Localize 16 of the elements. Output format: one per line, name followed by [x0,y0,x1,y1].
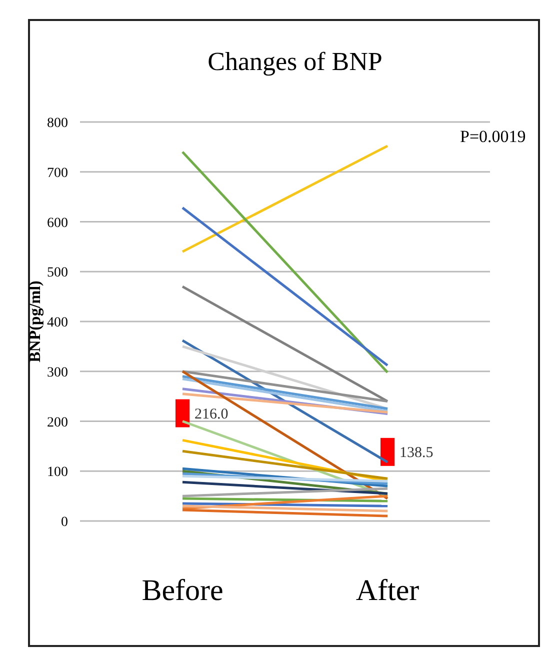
y-tick-label: 400 [47,316,68,330]
y-tick-label: 200 [47,415,68,430]
y-tick-label: 500 [47,266,68,281]
data-label: 216.0 [194,406,228,422]
x-tick-label: Before [142,574,224,607]
annotation: P=0.0019 [460,127,526,146]
y-tick-label: 600 [47,216,68,231]
data-label: 138.5 [400,444,434,461]
y-tick-label: 300 [47,365,68,380]
y-tick-label: 800 [47,116,68,131]
y-tick-label: 100 [47,465,68,480]
x-tick-label: After [356,574,420,607]
y-tick-label: 700 [47,166,68,181]
y-axis-title: BNP(pg/ml) [27,280,44,362]
y-tick-label: 0 [61,515,68,530]
chart-title: Changes of BNP [208,47,382,76]
